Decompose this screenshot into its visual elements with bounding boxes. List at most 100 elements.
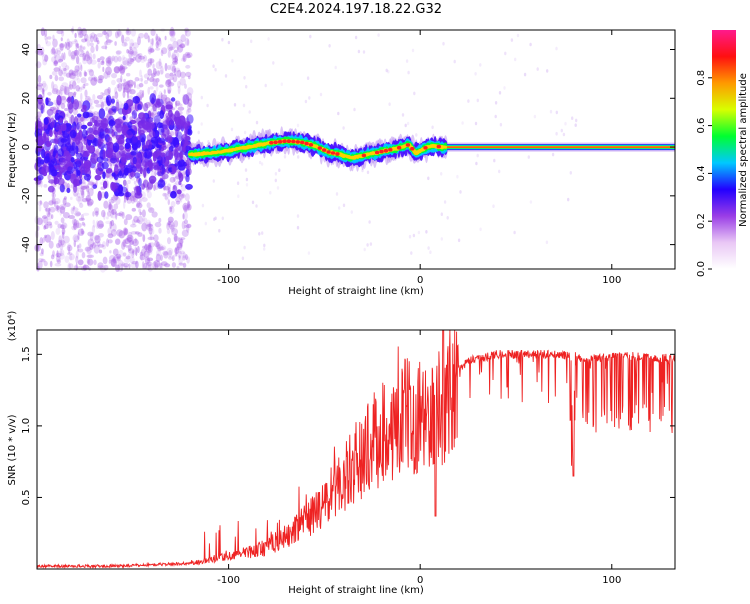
spectrogram-noise-cell [56,206,60,213]
spectrogram-noise-cell [52,250,55,257]
snr-series-line [36,329,676,570]
spectrogram-noise-cell [141,209,146,218]
spectrogram-noise-cell [157,262,164,270]
spectrogram-noise-cell [74,211,81,217]
spectrogram-noise-cell [175,197,181,203]
spectrogram-noise-cell [76,244,80,249]
spectrogram-noise-cell [178,43,185,49]
spectrogram-noise-cell [94,235,101,244]
spectrogram-noise-cell [130,136,139,146]
spectrogram-noise-cell [187,128,193,136]
spectrogram-noise-cell [77,244,80,252]
spectrogram-noise-cell [59,209,62,216]
spectrogram-noise-cell [126,27,130,34]
spectrogram-noise-cell [182,193,185,197]
spectrogram-noise-cell [95,220,100,230]
spectrogram-noise-cell [156,39,162,47]
spectrogram-noise-cell [139,211,142,216]
spectrogram-noise-cell [479,63,482,67]
snr-x-tick-label: 100 [602,575,621,586]
spectrogram-noise-cell [148,48,155,53]
spectrogram-noise-cell [118,249,124,258]
spectrogram-noise-cell [170,200,176,208]
spectrogram-noise-cell [78,53,84,58]
spectrogram-noise-cell [105,45,107,50]
spectrogram-noise-cell [91,74,96,81]
snr-y-tick-label: 1.5 [21,346,32,362]
spectrogram-noise-cell [83,70,87,77]
spectrogram-noise-cell [369,242,373,246]
spectrogram-noise-cell [183,211,188,220]
spectrogram-noise-cell [116,255,121,260]
spectrogram-noise-cell [108,203,112,211]
spectrogram-noise-cell [45,41,51,47]
spectrogram-noise-cell [45,101,54,107]
spectrogram-noise-cell [126,57,133,61]
spectrogram-noise-cell [180,193,186,199]
spectrogram-noise-cell [86,258,90,264]
spectrogram-noise-cell [88,127,94,136]
spectrogram-noise-cell [144,243,148,253]
spectrogram-y-tick-label: 40 [21,43,32,56]
spectrogram-noise-cell [155,61,163,70]
spectrogram-noise-cell [85,38,88,42]
spectrogram-noise-cell [122,57,128,66]
spectrogram-noise-cell [57,148,64,157]
spectrogram-noise-cell [105,66,112,76]
spectrogram-noise-cell [157,183,164,189]
spectrogram-noise-cell [40,52,45,57]
spectrogram-noise-cell [87,68,93,73]
spectrogram-noise-cell [38,129,43,134]
spectrogram-noise-cell [143,217,148,224]
spectrogram-y-tick-label: 0 [21,144,32,150]
spectrogram-x-axis-label: Height of straight line (km) [288,286,424,297]
spectrogram-noise-cell [516,33,520,38]
spectrogram-noise-cell [109,250,112,254]
spectrogram-noise-cell [138,112,146,120]
spectrogram-noise-cell [142,144,146,150]
spectrogram-noise-cell [124,257,131,264]
spectrogram-noise-cell [70,51,76,60]
spectrogram-noise-cell [158,90,163,98]
spectrogram-noise-cell [61,62,68,68]
spectrogram-noise-cell [160,152,166,158]
spectrogram-noise-cell [49,74,53,80]
spectrogram-noise-cell [106,55,113,65]
spectrogram-noise-cell [88,69,94,77]
spectrogram-noise-cell [51,88,59,95]
spectrogram-noise-cell [52,38,58,48]
spectrogram-noise-cell [201,203,205,208]
spectrogram-noise-cell [53,51,57,59]
spectrogram-noise-cell [130,223,137,228]
spectrogram-noise-cell [122,115,126,121]
spectrogram-noise-cell [60,103,66,109]
spectrogram-noise-cell [181,229,189,237]
spectrogram-noise-cell [49,260,53,268]
spectrogram-noise-cell [101,59,105,64]
spectrogram-noise-cell [90,46,95,53]
spectrogram-noise-cell [126,72,131,77]
spectrogram-noise-cell [427,176,430,181]
spectrogram-noise-cell [167,64,171,71]
spectrogram-noise-cell [97,58,101,63]
spectrogram-noise-cell [70,173,77,184]
spectrogram-noise-cell [182,53,187,63]
spectrogram-noise-cell [148,207,155,213]
spectrogram-noise-cell [161,145,167,150]
spectrogram-noise-cell [52,193,56,198]
spectrogram-noise-cell [60,239,65,246]
spectrogram-noise-cell [133,215,139,223]
spectrogram-noise-cell [56,47,64,52]
spectrogram-noise-cell [130,195,136,204]
spectrogram-noise-cell [92,211,95,217]
spectrogram-noise-cell [82,129,88,139]
spectrogram-noise-cell [442,41,445,46]
spectrogram-noise-cell [169,46,175,51]
spectrogram-noise-cell [145,118,153,125]
spectrogram-noise-cell [407,70,410,75]
spectrogram-noise-cell [102,92,105,97]
spectrogram-noise-cell [127,49,134,55]
spectrogram-noise-cell [117,30,123,36]
spectrogram-noise-cell [140,58,145,64]
spectrogram-noise-cell [459,190,462,194]
